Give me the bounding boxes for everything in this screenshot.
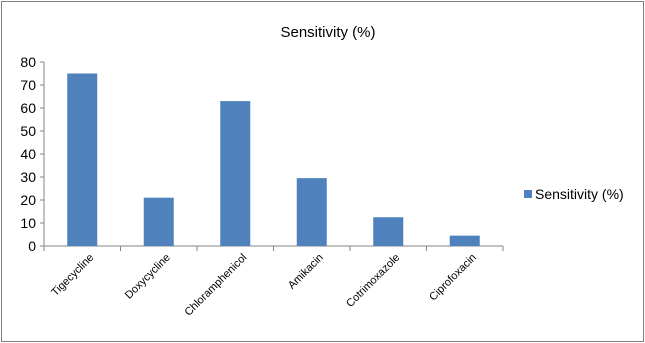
chart-title: Sensitivity (%) bbox=[280, 24, 375, 41]
y-tick-label: 30 bbox=[20, 169, 36, 185]
x-tick-label: Tigecycline bbox=[49, 252, 96, 299]
y-tick-label: 60 bbox=[20, 100, 36, 116]
y-tick-label: 80 bbox=[20, 54, 36, 70]
x-tick-label: Chloramphenicol bbox=[183, 252, 250, 319]
x-tick-label: Doxycycline bbox=[123, 252, 173, 302]
x-tick-label: Amikacin bbox=[286, 252, 326, 292]
legend: Sensitivity (%) bbox=[524, 186, 624, 202]
y-tick-label: 50 bbox=[20, 123, 36, 139]
bar bbox=[220, 101, 251, 246]
bar bbox=[143, 197, 174, 246]
y-tick-label: 20 bbox=[20, 192, 36, 208]
y-tick-label: 70 bbox=[20, 77, 36, 93]
bar bbox=[449, 235, 480, 246]
legend-swatch bbox=[524, 190, 532, 198]
bar bbox=[373, 217, 404, 246]
bar bbox=[296, 178, 327, 246]
y-tick-label: 40 bbox=[20, 146, 36, 162]
y-tick-label: 0 bbox=[28, 238, 36, 254]
x-tick-label: Cotrimoxazole bbox=[344, 252, 402, 310]
legend-label: Sensitivity (%) bbox=[535, 186, 624, 202]
bar bbox=[67, 73, 98, 246]
x-tick-label: Ciprofoxacin bbox=[427, 252, 479, 304]
y-tick-label: 10 bbox=[20, 215, 36, 231]
